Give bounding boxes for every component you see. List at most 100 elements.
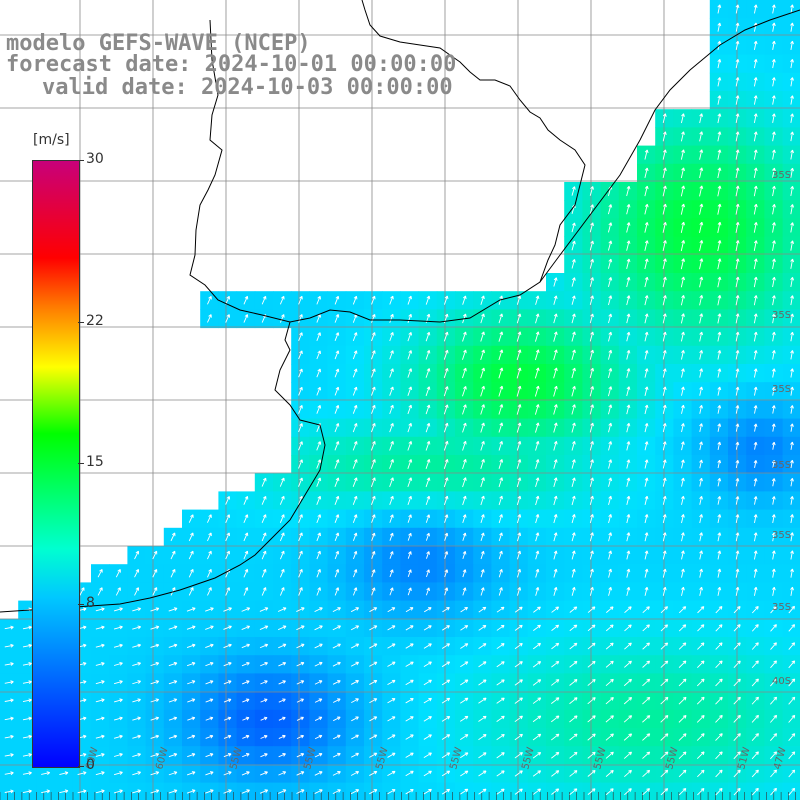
- wind-arrow: [553, 477, 558, 487]
- wind-arrow: [389, 313, 394, 323]
- wind-arrow: [186, 771, 196, 776]
- wind-arrow: [626, 295, 631, 306]
- wind-arrow: [772, 131, 776, 142]
- wind-arrow: [790, 586, 794, 596]
- wind-arrow: [496, 788, 505, 795]
- wind-arrow: [407, 587, 412, 596]
- wind-arrow: [242, 716, 250, 721]
- wind-arrow: [772, 313, 776, 324]
- wind-arrow: [296, 607, 305, 612]
- wind-arrow: [551, 751, 560, 759]
- wind-arrow: [443, 495, 449, 506]
- wind-arrow: [478, 606, 487, 613]
- wind-arrow: [680, 240, 686, 252]
- wind-arrow: [790, 331, 794, 342]
- wind-arrow: [571, 277, 576, 287]
- wind-arrow: [371, 368, 376, 378]
- wind-arrow: [132, 625, 142, 630]
- wind-arrow: [243, 568, 249, 578]
- wind-arrow: [423, 734, 432, 740]
- wind-arrow: [605, 678, 614, 686]
- wind-arrow: [644, 276, 649, 288]
- wind-arrow: [551, 606, 560, 613]
- wind-arrow: [608, 495, 613, 506]
- wind-arrow: [771, 568, 776, 578]
- wind-arrow: [498, 331, 504, 342]
- wind-arrow: [717, 149, 722, 160]
- wind-arrow: [533, 624, 541, 631]
- wind-arrow: [753, 550, 758, 560]
- wind-arrow: [514, 606, 523, 613]
- wind-arrow: [259, 789, 269, 794]
- wind-arrow: [314, 716, 323, 721]
- wind-arrow: [442, 607, 450, 613]
- wind-arrow: [480, 459, 485, 469]
- wind-arrow: [717, 113, 722, 124]
- wind-arrow: [589, 441, 594, 451]
- wind-arrow: [753, 441, 758, 450]
- wind-arrow: [678, 696, 687, 705]
- wind-arrow: [22, 698, 32, 703]
- wind-arrow: [790, 59, 794, 69]
- wind-arrow: [551, 788, 560, 795]
- wind-arrow: [553, 550, 558, 560]
- wind-arrow: [278, 771, 287, 776]
- wind-arrow: [389, 404, 394, 415]
- wind-arrow: [350, 625, 360, 631]
- wind-arrow: [150, 625, 160, 630]
- wind-arrow: [498, 440, 504, 451]
- wind-arrow: [298, 587, 303, 596]
- wind-arrow: [443, 404, 449, 415]
- wind-arrow: [624, 769, 632, 777]
- wind-arrow: [642, 733, 651, 741]
- wind-arrow: [571, 550, 576, 560]
- wind-arrow: [662, 240, 667, 252]
- wind-arrow: [532, 697, 542, 704]
- wind-arrow: [717, 4, 722, 14]
- wind-arrow: [587, 642, 596, 650]
- wind-vector-arrows: [4, 4, 796, 796]
- forecast-date: forecast date: 2024-10-01 00:00:00: [6, 52, 457, 77]
- wind-arrow: [371, 404, 376, 414]
- wind-arrow: [334, 404, 340, 414]
- wind-arrow: [296, 680, 305, 685]
- wind-arrow: [387, 734, 396, 740]
- wind-arrow: [334, 587, 340, 596]
- wind-arrow: [771, 514, 776, 524]
- wind-arrow: [660, 788, 669, 796]
- wind-arrow: [717, 368, 722, 378]
- wind-arrow: [352, 295, 358, 305]
- wind-arrow: [407, 495, 412, 505]
- wind-arrow: [571, 331, 576, 342]
- wind-arrow: [279, 495, 285, 505]
- wind-arrow: [261, 514, 267, 523]
- wind-arrow: [168, 734, 178, 739]
- wind-arrow: [296, 698, 305, 703]
- wind-arrow: [150, 698, 160, 703]
- wind-arrow: [790, 459, 794, 469]
- wind-arrow: [569, 660, 578, 668]
- wind-arrow: [662, 441, 667, 451]
- wind-arrow: [753, 167, 758, 178]
- wind-arrow: [753, 568, 758, 578]
- wind-arrow: [316, 295, 321, 305]
- wind-arrow: [553, 331, 558, 342]
- wind-arrow: [623, 678, 632, 687]
- wind-arrow: [697, 606, 705, 614]
- wind-arrow: [535, 331, 540, 342]
- wind-arrow: [681, 477, 685, 487]
- wind-arrow: [644, 222, 649, 233]
- wind-arrow: [699, 167, 704, 179]
- wind-arrow: [407, 386, 413, 396]
- wind-arrow: [425, 587, 430, 596]
- wind-arrow: [314, 607, 323, 613]
- wind-arrow: [4, 680, 14, 685]
- wind-arrow: [715, 733, 723, 741]
- wind-arrow: [370, 477, 376, 488]
- wind-arrow: [642, 642, 650, 650]
- wind-arrow: [642, 751, 651, 759]
- wind-arrow: [22, 625, 32, 630]
- wind-arrow: [405, 789, 414, 795]
- wind-arrow: [771, 4, 776, 14]
- wind-arrow: [205, 716, 214, 721]
